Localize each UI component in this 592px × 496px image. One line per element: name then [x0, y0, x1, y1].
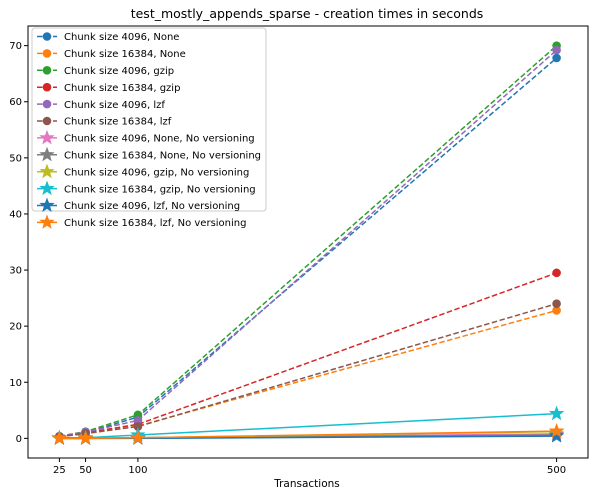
y-tick-label: 30 [9, 266, 22, 277]
x-tick-label: 100 [128, 465, 147, 476]
legend-entry: Chunk size 4096, None, No versioning [37, 129, 255, 145]
data-point [133, 422, 143, 431]
legend-label: Chunk size 4096, lzf [64, 100, 165, 111]
x-axis-label: Transactions [273, 478, 340, 490]
data-point [552, 299, 561, 309]
legend-entry: Chunk size 16384, lzf, No versioning [37, 214, 246, 229]
legend-label: Chunk size 4096, lzf, No versioning [64, 201, 240, 212]
legend-entry: Chunk size 4096, lzf [37, 99, 165, 111]
legend-entry: Chunk size 16384, None [37, 49, 186, 60]
data-point [548, 423, 565, 438]
data-point [77, 430, 94, 445]
plot-frame [27, 25, 589, 459]
legend-marker [39, 163, 55, 179]
legend-marker [39, 214, 55, 229]
legend-entry: Chunk size 4096, lzf, No versioning [37, 197, 240, 213]
series-line [59, 302, 557, 438]
y-tick-label: 50 [9, 153, 22, 164]
data-point [548, 405, 565, 421]
legend-label: Chunk size 16384, gzip, No versioning [64, 184, 256, 195]
data-point [552, 268, 561, 278]
legend-label: Chunk size 4096, None [64, 32, 179, 43]
y-tick-label: 60 [9, 97, 22, 108]
series-line [59, 49, 558, 437]
legend-entry: Chunk size 16384, lzf [37, 116, 172, 128]
legend-label: Chunk size 16384, lzf, No versioning [64, 218, 246, 229]
legend-marker [39, 197, 55, 213]
series-line [59, 430, 557, 440]
y-tick-label: 0 [16, 434, 22, 445]
chart-title: test_mostly_appends_sparse - creation ti… [131, 6, 484, 21]
legend-marker [42, 116, 52, 126]
legend-label: Chunk size 16384, None, No versioning [64, 151, 261, 162]
x-tick-label: 500 [547, 465, 566, 476]
legend: Chunk size 4096, None Chunk size 16384, N… [31, 27, 267, 229]
data-point [552, 306, 561, 315]
legend-label: Chunk size 16384, gzip [64, 83, 180, 94]
legend-label: Chunk size 4096, gzip, No versioning [64, 167, 249, 178]
data-point [51, 430, 68, 445]
legend-box [31, 27, 267, 212]
data-point [548, 428, 565, 443]
legend-label: Chunk size 16384, None [64, 49, 186, 60]
series-2 [55, 306, 561, 441]
series-line [59, 272, 557, 438]
data-point [552, 53, 561, 63]
legend-marker [42, 82, 52, 92]
legend-entry: Chunk size 4096, gzip [37, 66, 174, 77]
y-tick-label: 10 [9, 378, 22, 389]
data-point [552, 45, 561, 55]
data-point [133, 416, 143, 425]
legend-marker [39, 129, 55, 145]
legend-marker [39, 180, 55, 196]
y-axis: 0 10 20 30 40 50 60 70 [9, 41, 28, 445]
legend-marker [39, 146, 55, 162]
legend-entry: Chunk size 16384, None, No versioning [37, 146, 261, 162]
legend-marker [42, 49, 52, 58]
x-tick-label: 50 [79, 465, 92, 476]
plot-area [51, 41, 565, 445]
series-12 [51, 423, 565, 445]
legend-marker [42, 99, 52, 109]
legend-marker [42, 66, 52, 75]
data-point [130, 429, 146, 445]
x-axis: 25 50 100 500 [53, 458, 566, 476]
legend-entry: Chunk size 4096, None [37, 32, 179, 43]
legend-entry: Chunk size 16384, gzip, No versioning [37, 180, 256, 196]
series-4 [55, 268, 561, 441]
legend-label: Chunk size 16384, lzf [64, 117, 172, 128]
y-tick-label: 20 [9, 322, 22, 333]
x-tick-label: 25 [53, 465, 66, 476]
legend-label: Chunk size 4096, None, No versioning [64, 134, 255, 145]
legend-entry: Chunk size 16384, gzip [37, 82, 180, 94]
y-tick-label: 40 [9, 209, 22, 220]
y-tick-label: 70 [9, 41, 22, 52]
legend-entry: Chunk size 4096, gzip, No versioning [37, 163, 249, 179]
legend-label: Chunk size 4096, gzip [64, 66, 174, 77]
legend-marker [42, 32, 52, 41]
